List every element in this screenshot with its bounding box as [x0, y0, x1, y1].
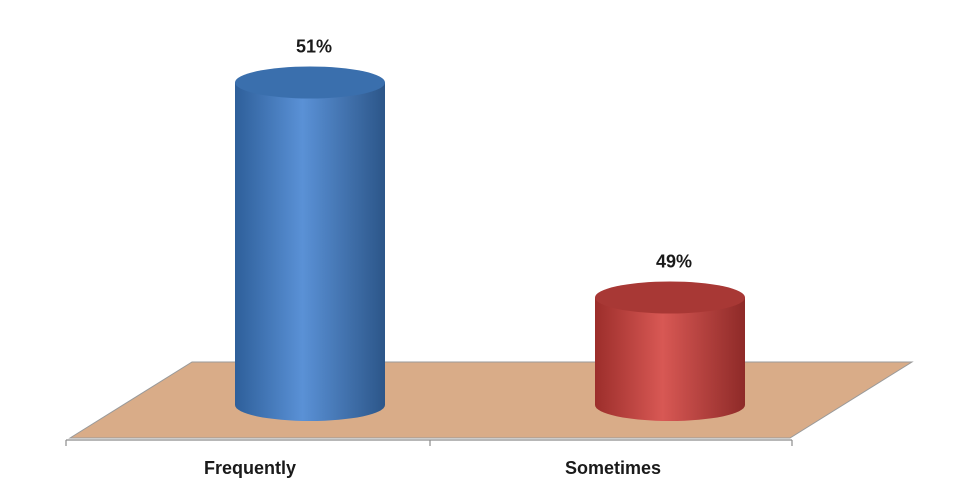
bar-series: 51% 49% [235, 37, 745, 421]
bar-frequently [235, 82, 385, 421]
data-label-sometimes: 49% [656, 252, 692, 272]
bar-sometimes [595, 297, 745, 421]
bar-top-sometimes [595, 281, 745, 314]
data-label-frequently: 51% [296, 37, 332, 57]
x-tick-label-frequently: Frequently [204, 458, 296, 478]
chart-floor [68, 361, 914, 439]
x-tick-label-sometimes: Sometimes [565, 458, 661, 478]
bar-top-frequently [235, 66, 385, 99]
